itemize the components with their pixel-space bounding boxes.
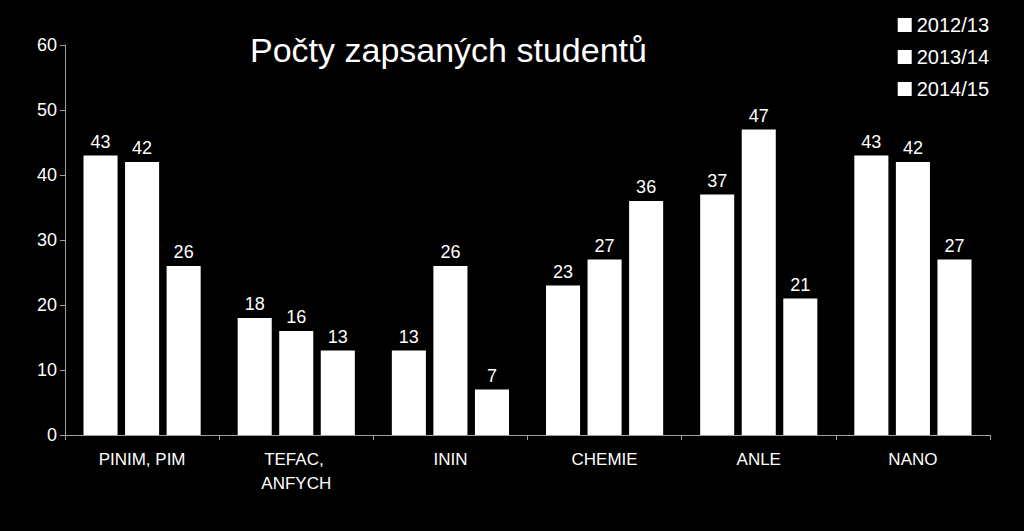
svg-text:0: 0 bbox=[47, 425, 57, 445]
svg-text:16: 16 bbox=[286, 307, 306, 327]
svg-text:26: 26 bbox=[174, 242, 194, 262]
svg-text:60: 60 bbox=[37, 35, 57, 55]
svg-text:TEFAC,: TEFAC, bbox=[264, 450, 328, 469]
svg-text:43: 43 bbox=[91, 132, 111, 152]
svg-text:20: 20 bbox=[37, 295, 57, 315]
svg-text:42: 42 bbox=[132, 138, 152, 158]
svg-text:13: 13 bbox=[399, 327, 419, 347]
svg-text:36: 36 bbox=[636, 177, 656, 197]
svg-text:PINIM, PIM: PINIM, PIM bbox=[99, 450, 186, 469]
svg-text:CHEMIE: CHEMIE bbox=[572, 450, 638, 469]
svg-text:13: 13 bbox=[328, 327, 348, 347]
svg-text:ININ: ININ bbox=[433, 450, 467, 469]
svg-text:27: 27 bbox=[944, 236, 964, 256]
svg-text:50: 50 bbox=[37, 100, 57, 120]
svg-text:ANLE: ANLE bbox=[737, 450, 781, 469]
svg-text:2014/15: 2014/15 bbox=[917, 78, 989, 100]
svg-text:2013/14: 2013/14 bbox=[917, 46, 989, 68]
svg-text:40: 40 bbox=[37, 165, 57, 185]
svg-text:26: 26 bbox=[440, 242, 460, 262]
svg-text:ANFYCH: ANFYCH bbox=[261, 474, 331, 493]
svg-text:30: 30 bbox=[37, 230, 57, 250]
svg-text:47: 47 bbox=[749, 106, 769, 126]
svg-text:18: 18 bbox=[245, 294, 265, 314]
svg-text:NANO: NANO bbox=[888, 450, 937, 469]
svg-text:27: 27 bbox=[595, 236, 615, 256]
svg-text:10: 10 bbox=[37, 360, 57, 380]
svg-text:23: 23 bbox=[553, 262, 573, 282]
svg-text:7: 7 bbox=[487, 366, 497, 386]
svg-text:43: 43 bbox=[861, 132, 881, 152]
svg-text:2012/13: 2012/13 bbox=[917, 14, 989, 36]
svg-text:Počty zapsaných studentů: Počty zapsaných studentů bbox=[250, 31, 647, 69]
svg-text:42: 42 bbox=[903, 138, 923, 158]
svg-text:21: 21 bbox=[790, 275, 810, 295]
svg-text:37: 37 bbox=[707, 171, 727, 191]
